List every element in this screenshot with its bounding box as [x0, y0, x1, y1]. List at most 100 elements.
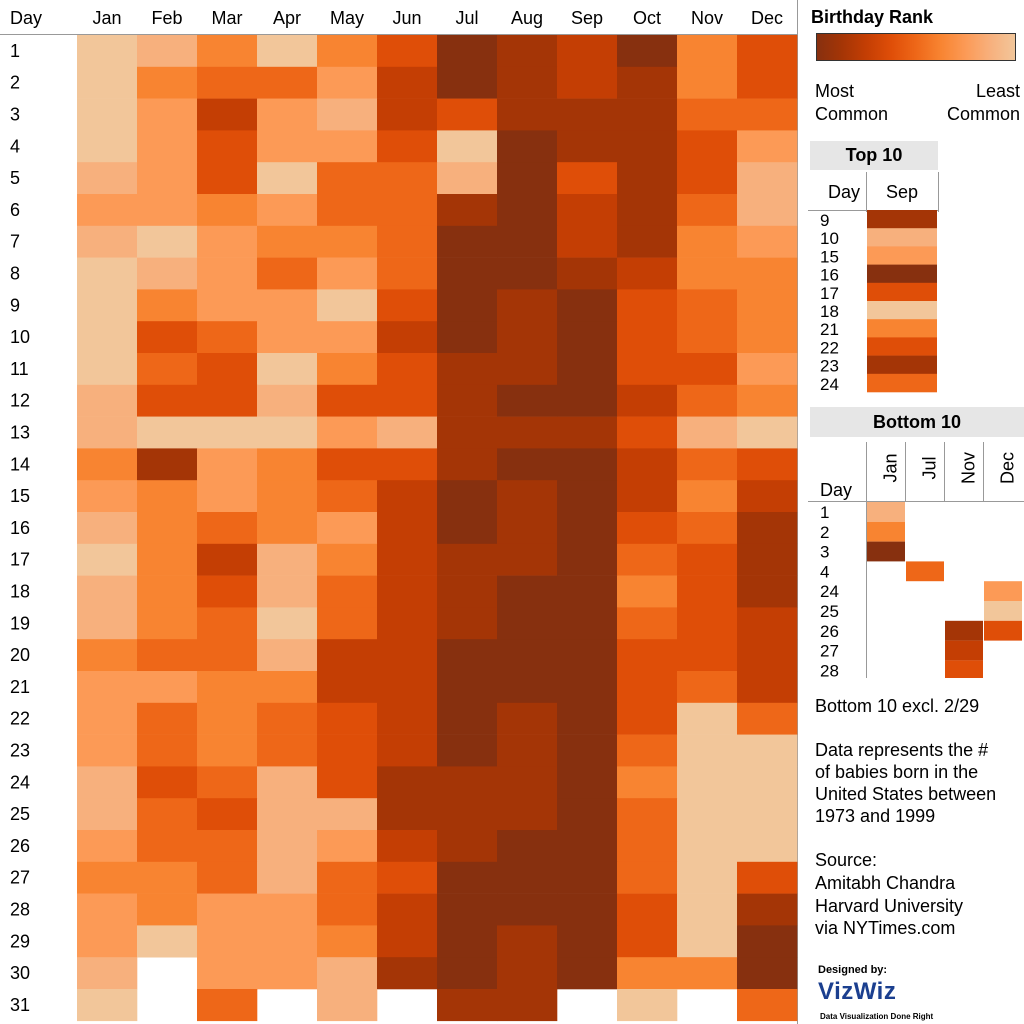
heatmap-cell: [317, 321, 378, 354]
heatmap-cell: [497, 480, 558, 513]
desc-line: United States between: [815, 784, 997, 804]
heatmap-cell: [677, 353, 738, 386]
day-label: 23: [10, 741, 30, 761]
heatmap-cell: [617, 830, 678, 863]
heatmap-cell: [197, 734, 258, 767]
legend-title: Birthday Rank: [811, 7, 934, 27]
legend-high-label: Least Common: [946, 81, 1020, 124]
heatmap-cell: [437, 798, 498, 831]
day-label: 28: [10, 900, 30, 920]
heatmap-cell: [557, 321, 618, 354]
heatmap-cell: [197, 798, 258, 831]
heatmap-cell: [677, 957, 738, 990]
heatmap-cell: [677, 289, 738, 322]
heatmap-cell: [77, 194, 138, 227]
heatmap-cell: [677, 130, 738, 163]
day-label: 29: [10, 931, 30, 951]
heatmap-cell: [77, 162, 138, 195]
heatmap-cell: [557, 257, 618, 290]
heatmap-cell: [77, 893, 138, 926]
heatmap-cell: [497, 416, 558, 449]
day-label: 31: [10, 995, 30, 1015]
vizwiz-logo: VizWiz: [818, 978, 897, 1005]
heatmap-cell: [77, 830, 138, 863]
heatmap-cell: [437, 957, 498, 990]
heatmap-cell: [737, 543, 798, 576]
heatmap-cell: [497, 66, 558, 99]
heatmap-cell: [197, 575, 258, 608]
heatmap-cell: [677, 66, 738, 99]
heatmap-cell: [557, 734, 618, 767]
heatmap-cell: [317, 639, 378, 672]
heatmap-cell: [557, 798, 618, 831]
heatmap-cell: [257, 480, 318, 513]
heatmap-cell: [137, 861, 198, 894]
heatmap-cell: [617, 321, 678, 354]
heatmap-cell: [137, 830, 198, 863]
heatmap-cell: [257, 257, 318, 290]
heatmap-cell: [257, 130, 318, 163]
heatmap-cell: [677, 543, 738, 576]
heatmap-cell: [497, 130, 558, 163]
heatmap-cell: [617, 989, 678, 1022]
heatmap-cell: [137, 35, 198, 68]
heatmap-cell: [77, 702, 138, 735]
heatmap-cell: [77, 448, 138, 481]
heatmap-cell: [197, 162, 258, 195]
heatmap-cell: [317, 257, 378, 290]
heatmap-cell: [737, 925, 798, 958]
heatmap-cell: [677, 734, 738, 767]
heatmap-cell: [257, 925, 318, 958]
day-label: 18: [10, 582, 30, 602]
heatmap-cell: [497, 702, 558, 735]
heatmap-cell: [437, 671, 498, 704]
heatmap-cell: [377, 480, 438, 513]
heatmap-cell: [377, 639, 438, 672]
heatmap-cell: [77, 639, 138, 672]
heatmap-cell: [617, 766, 678, 799]
heatmap-cell: [77, 66, 138, 99]
month-label: May: [330, 8, 364, 28]
heatmap-cell: [137, 702, 198, 735]
heatmap-cell: [497, 575, 558, 608]
heatmap-cell: [617, 575, 678, 608]
desc-line: of babies born in the: [815, 762, 979, 782]
heatmap-cell: [497, 766, 558, 799]
heatmap-cell: [617, 512, 678, 545]
heatmap-cell: [197, 989, 258, 1022]
heatmap-cell: [197, 766, 258, 799]
heatmap-cell: [737, 989, 798, 1022]
heatmap-cell: [377, 98, 438, 131]
day-label: 13: [10, 423, 30, 443]
heatmap-cell: [677, 861, 738, 894]
heatmap-cell: [137, 734, 198, 767]
heatmap-cell: [377, 607, 438, 640]
heatmap-cell: [737, 66, 798, 99]
day-label: 12: [10, 391, 30, 411]
heatmap-cell: [377, 289, 438, 322]
top10-day-header: Day: [828, 182, 860, 202]
heatmap-cell: [737, 830, 798, 863]
month-label: Dec: [751, 8, 783, 28]
heatmap-cell: [317, 925, 378, 958]
heatmap-cell: [137, 575, 198, 608]
top10-cell: [867, 210, 937, 229]
heatmap-cell: [197, 257, 258, 290]
heatmap-cell: [557, 861, 618, 894]
heatmap-cell: [137, 384, 198, 417]
heatmap-cell: [617, 289, 678, 322]
heatmap-cell: [737, 766, 798, 799]
bottom10-month-label: Nov: [958, 452, 978, 484]
heatmap-cell: [557, 639, 618, 672]
day-label: 4: [10, 136, 20, 156]
source-line: Amitabh Chandra: [815, 873, 956, 893]
heatmap-cell: [137, 639, 198, 672]
heatmap-cell: [257, 861, 318, 894]
day-label: 8: [10, 264, 20, 284]
heatmap-cell: [437, 480, 498, 513]
heatmap-cell: [497, 289, 558, 322]
top10-cell: [867, 282, 937, 302]
heatmap-cell: [317, 861, 378, 894]
heatmap-cell: [257, 448, 318, 481]
heatmap-cell: [557, 448, 618, 481]
